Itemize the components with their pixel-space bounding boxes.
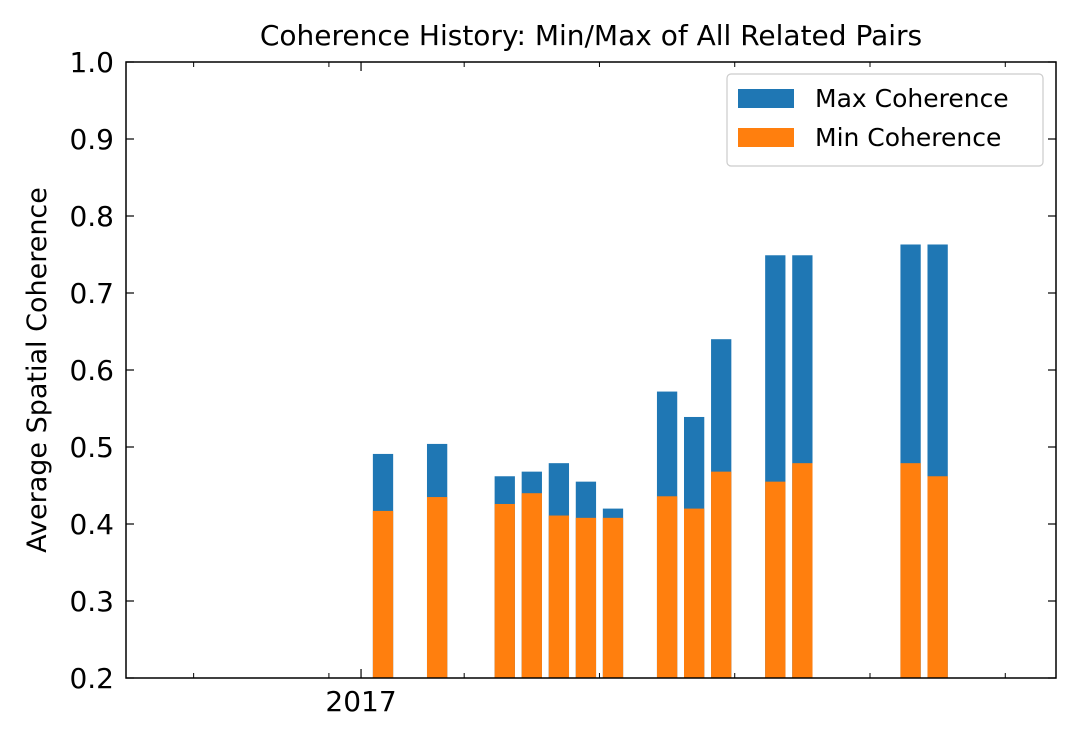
min-coherence-bar	[372, 510, 394, 678]
min-coherence-bar	[711, 471, 732, 678]
y-tick-label: 1.0	[69, 46, 114, 79]
min-coherence-bar	[684, 508, 705, 678]
y-tick-label: 0.5	[69, 431, 114, 464]
min-coherence-bar	[792, 463, 813, 678]
y-tick-label: 0.8	[69, 200, 114, 233]
bars-layer	[372, 244, 948, 679]
min-coherence-bar	[494, 503, 515, 678]
min-coherence-bar	[548, 515, 570, 678]
min-coherence-bar	[426, 497, 448, 678]
chart-title: Coherence History: Min/Max of All Relate…	[260, 19, 922, 52]
y-tick-label: 0.7	[69, 277, 114, 310]
min-coherence-bar	[927, 476, 948, 678]
legend-swatch	[738, 128, 794, 147]
legend-swatch	[738, 89, 794, 108]
legend: Max Coherence Min Coherence	[726, 73, 1044, 167]
y-tick-label: 0.3	[69, 585, 114, 618]
min-coherence-bar	[656, 496, 678, 678]
axes-layer: 0.2 0.3 0.4 0.5 0.6 0.7 0.8 0.9 1.0 2017	[69, 46, 1056, 718]
x-tick-label: 2017	[325, 685, 396, 718]
min-coherence-bar	[602, 517, 624, 678]
legend-label: Min Coherence	[815, 123, 1001, 152]
legend-frame	[726, 73, 1044, 167]
plot-frame	[125, 61, 1057, 679]
y-axis-label: Average Spatial Coherence	[22, 187, 53, 553]
min-coherence-bar	[575, 517, 597, 678]
min-coherence-bar	[900, 463, 921, 678]
min-coherence-bar	[521, 493, 542, 678]
min-coherence-bar	[765, 481, 786, 678]
y-tick-label: 0.9	[69, 123, 114, 156]
y-tick-label: 0.4	[69, 508, 114, 541]
y-tick-label: 0.6	[69, 354, 114, 387]
y-tick-label: 0.2	[69, 662, 114, 695]
legend-label: Max Coherence	[815, 84, 1009, 113]
